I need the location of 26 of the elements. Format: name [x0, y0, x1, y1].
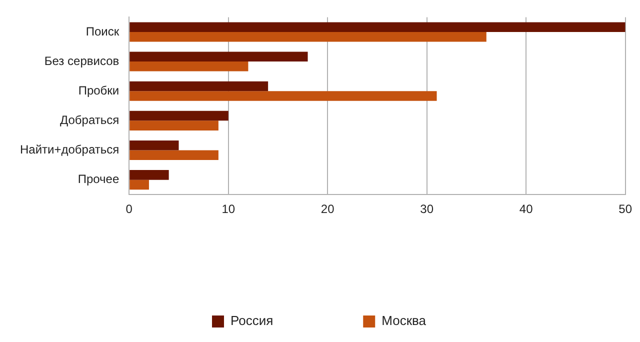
x-tick-label: 50 [618, 202, 632, 216]
y-tick-label: Добраться [60, 112, 120, 127]
x-tick-label: 20 [320, 202, 335, 216]
y-tick-label: Прочее [78, 172, 120, 186]
bar [130, 91, 437, 101]
legend-label: Москва [382, 313, 427, 328]
legend-label: Россия [230, 313, 274, 328]
bar [130, 120, 218, 130]
bar [130, 22, 626, 32]
bar [130, 150, 218, 160]
x-tick-label: 40 [519, 202, 534, 216]
bar [130, 110, 228, 121]
y-tick-label: Найти+добраться [20, 142, 120, 157]
bar [130, 32, 486, 42]
y-tick-label: Пробки [78, 83, 120, 98]
y-tick-label: Без сервисов [44, 54, 120, 68]
bar [130, 62, 248, 72]
bar [130, 170, 169, 180]
bar [130, 180, 149, 190]
x-tick-label: 10 [222, 202, 236, 216]
x-tick-label: 0 [126, 202, 133, 216]
bar [130, 140, 179, 150]
x-tick-label: 30 [420, 202, 434, 216]
bar [130, 52, 308, 62]
bar [130, 81, 268, 92]
y-tick-label: Поиск [86, 24, 120, 38]
